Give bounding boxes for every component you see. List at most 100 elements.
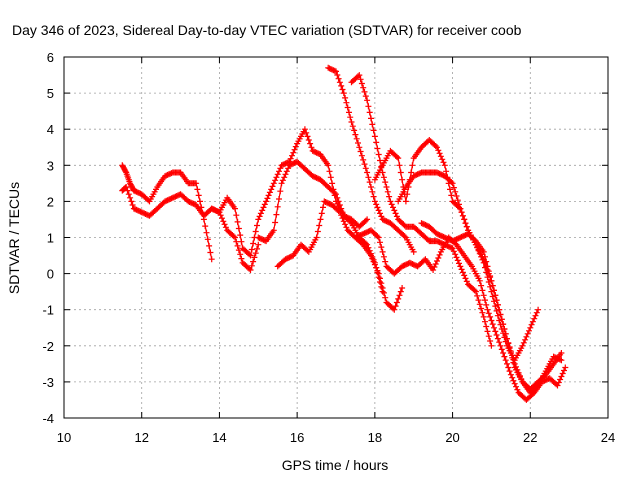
data-point bbox=[336, 209, 343, 216]
data-point bbox=[493, 332, 500, 338]
data-point bbox=[392, 303, 399, 310]
data-point bbox=[504, 335, 510, 342]
data-point bbox=[494, 335, 501, 342]
data-series-track-1 bbox=[119, 162, 215, 263]
y-tick-label: -2 bbox=[42, 339, 54, 354]
data-point bbox=[399, 176, 406, 183]
data-point bbox=[379, 285, 386, 291]
data-point bbox=[369, 188, 376, 195]
data-point bbox=[282, 171, 289, 178]
data-point bbox=[485, 268, 492, 275]
data-point bbox=[402, 198, 409, 205]
data-point bbox=[257, 210, 264, 217]
data-point bbox=[380, 174, 387, 181]
data-point bbox=[399, 285, 406, 291]
data-point bbox=[233, 212, 240, 219]
data-point bbox=[523, 333, 530, 340]
data-point bbox=[278, 180, 285, 187]
data-point bbox=[266, 189, 273, 196]
data-point bbox=[450, 248, 457, 255]
data-point bbox=[333, 191, 339, 198]
data-point bbox=[436, 251, 443, 258]
data-point bbox=[125, 191, 132, 198]
data-point bbox=[450, 184, 457, 191]
data-point bbox=[491, 287, 497, 294]
data-point bbox=[268, 186, 275, 193]
data-point bbox=[480, 313, 487, 320]
data-point bbox=[497, 342, 504, 349]
data-point bbox=[448, 192, 455, 199]
data-point bbox=[462, 275, 469, 282]
data-point bbox=[326, 168, 333, 175]
data-point bbox=[431, 264, 438, 270]
data-point bbox=[313, 234, 320, 241]
data-point bbox=[478, 305, 485, 312]
series-layer bbox=[119, 64, 569, 403]
data-point bbox=[247, 267, 254, 273]
data-point bbox=[380, 289, 387, 296]
data-point bbox=[533, 383, 540, 390]
data-point bbox=[370, 258, 377, 265]
data-point bbox=[256, 213, 263, 220]
data-point bbox=[195, 192, 202, 199]
data-point bbox=[391, 207, 398, 214]
data-point bbox=[339, 86, 346, 93]
data-point bbox=[252, 250, 259, 257]
data-point bbox=[375, 151, 382, 158]
data-point bbox=[378, 280, 385, 287]
data-point bbox=[373, 139, 380, 146]
data-point bbox=[364, 97, 371, 104]
data-point bbox=[232, 234, 238, 241]
data-point bbox=[500, 321, 507, 328]
data-point bbox=[557, 376, 564, 383]
data-point bbox=[221, 221, 228, 228]
data-point bbox=[373, 201, 380, 208]
data-point bbox=[448, 179, 455, 186]
data-point bbox=[369, 255, 376, 262]
data-point bbox=[516, 372, 523, 379]
data-point bbox=[352, 131, 359, 138]
data-point bbox=[220, 218, 227, 225]
data-point bbox=[454, 197, 461, 204]
x-axis-label: GPS time / hours bbox=[282, 457, 389, 473]
data-point bbox=[194, 186, 201, 193]
data-point bbox=[441, 162, 448, 169]
data-point bbox=[222, 224, 229, 231]
data-point bbox=[471, 287, 478, 294]
data-point bbox=[274, 203, 281, 210]
y-tick-label: 6 bbox=[47, 50, 54, 65]
data-point bbox=[456, 201, 462, 208]
data-point bbox=[371, 198, 378, 205]
data-point bbox=[458, 209, 465, 216]
data-point bbox=[515, 369, 522, 376]
data-point bbox=[489, 282, 496, 289]
data-point bbox=[127, 194, 134, 201]
data-point bbox=[519, 342, 526, 349]
data-point bbox=[308, 144, 315, 151]
data-point bbox=[409, 162, 416, 169]
data-point bbox=[362, 217, 369, 224]
data-point bbox=[362, 93, 369, 100]
data-point bbox=[396, 292, 403, 299]
data-point bbox=[378, 213, 385, 220]
data-point bbox=[393, 213, 400, 220]
data-point bbox=[476, 301, 483, 308]
data-point bbox=[237, 251, 244, 258]
data-point bbox=[488, 277, 495, 284]
data-point bbox=[498, 346, 505, 353]
data-series-track-11 bbox=[418, 220, 565, 396]
data-point bbox=[379, 248, 386, 255]
data-point bbox=[238, 238, 245, 245]
data-point bbox=[230, 233, 237, 240]
data-point bbox=[504, 360, 510, 367]
data-point bbox=[317, 216, 324, 223]
data-point bbox=[493, 297, 500, 304]
series-line bbox=[121, 165, 213, 260]
data-point bbox=[338, 82, 345, 89]
data-point bbox=[478, 282, 485, 289]
data-point bbox=[511, 360, 518, 367]
data-point bbox=[390, 204, 396, 211]
data-point bbox=[292, 143, 299, 150]
data-point bbox=[388, 201, 395, 208]
